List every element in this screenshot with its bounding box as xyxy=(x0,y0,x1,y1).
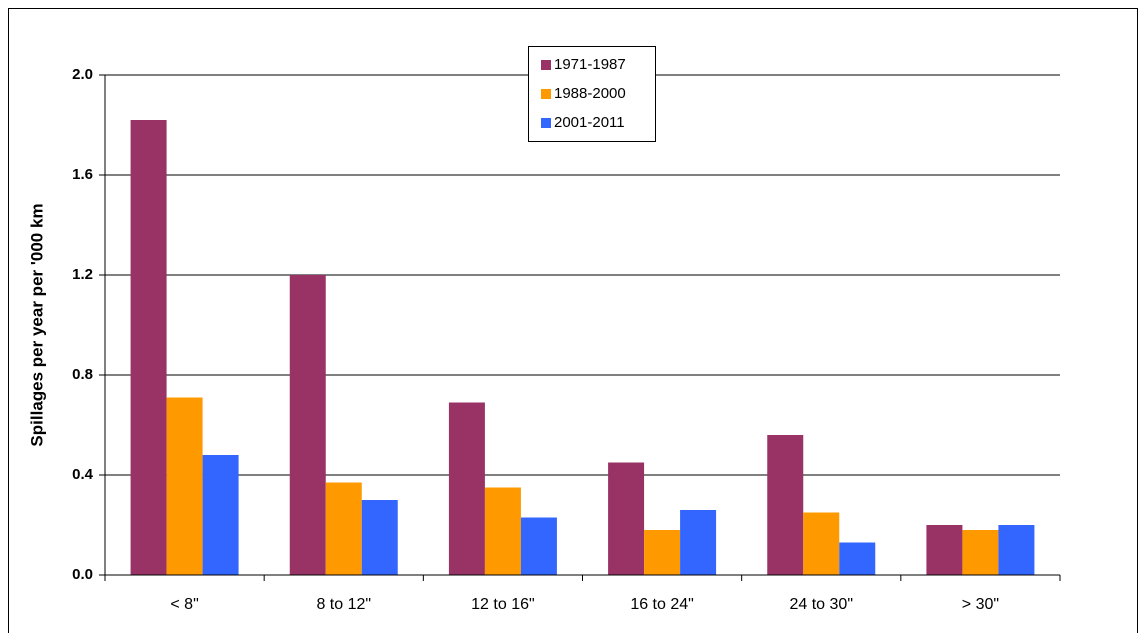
bar xyxy=(520,517,557,575)
bar xyxy=(998,525,1035,575)
bar xyxy=(166,397,203,575)
x-tick-label: 12 to 16" xyxy=(471,596,535,613)
x-tick-label: > 30" xyxy=(962,596,999,613)
chart-border xyxy=(8,8,1138,633)
bar xyxy=(680,510,717,575)
y-tick-label: 0.4 xyxy=(72,466,94,483)
y-tick-label: 1.2 xyxy=(72,266,93,283)
legend-label: 2001-2011 xyxy=(554,114,625,131)
bar xyxy=(289,275,326,575)
x-tick-label: 16 to 24" xyxy=(630,596,694,613)
bar xyxy=(608,462,645,575)
legend-swatch xyxy=(541,60,551,70)
y-tick-label: 0.0 xyxy=(72,566,93,583)
y-tick-label: 0.8 xyxy=(72,366,93,383)
bar xyxy=(962,530,999,575)
legend-swatch xyxy=(541,118,551,128)
bar xyxy=(803,512,840,575)
x-tick-label: 24 to 30" xyxy=(789,596,853,613)
x-tick-label: < 8" xyxy=(170,596,198,613)
legend-label: 1971-1987 xyxy=(554,56,626,73)
bar xyxy=(325,482,362,575)
bar xyxy=(448,402,485,575)
bar xyxy=(202,455,239,575)
x-tick-label: 8 to 12" xyxy=(316,596,371,613)
bar xyxy=(926,525,963,575)
bar xyxy=(484,487,521,575)
bar xyxy=(644,530,681,575)
legend-swatch xyxy=(541,89,551,99)
bar xyxy=(767,435,804,575)
y-axis-label: Spillages per year per '000 km xyxy=(27,203,46,446)
bar xyxy=(839,542,876,575)
bar xyxy=(130,120,167,575)
bar xyxy=(361,500,398,575)
y-tick-label: 1.6 xyxy=(72,166,93,183)
y-tick-label: 2.0 xyxy=(72,66,93,83)
legend-label: 1988-2000 xyxy=(554,85,626,102)
